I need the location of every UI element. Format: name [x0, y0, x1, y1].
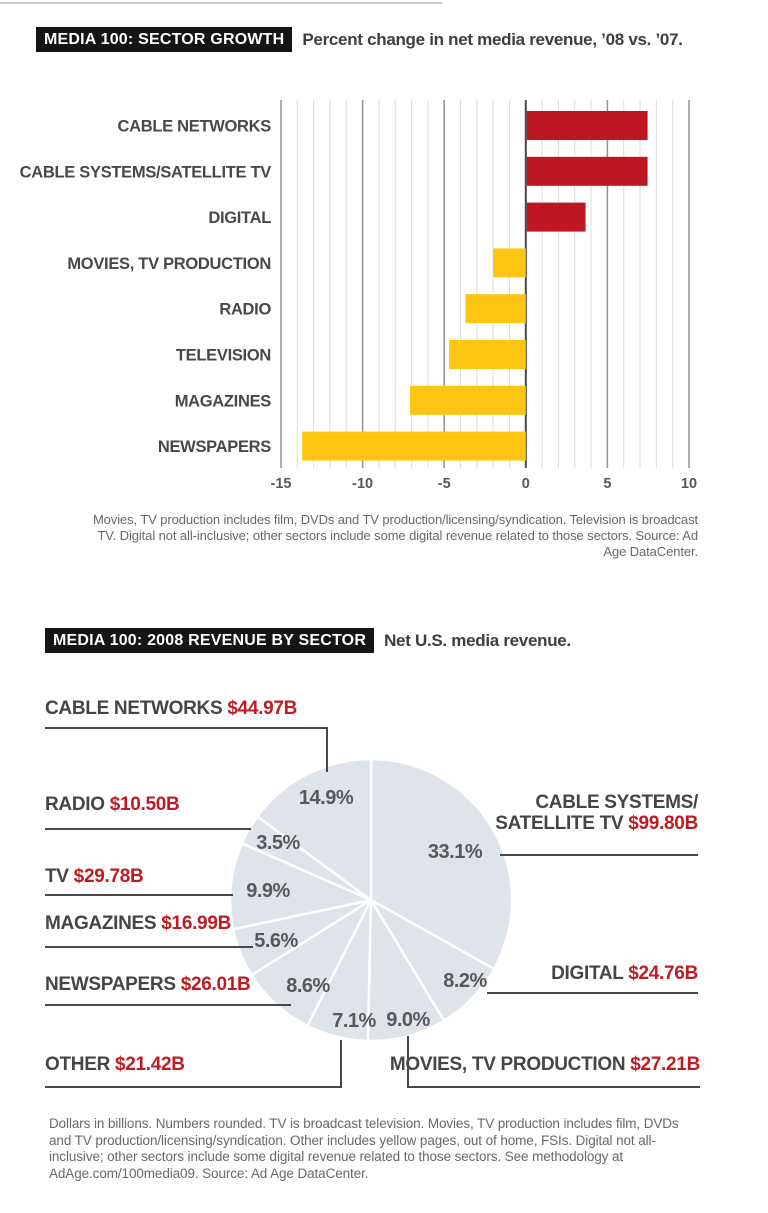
callout-riser-other — [340, 1040, 342, 1086]
label-cable-systems: CABLE SYSTEMS/SATELLITE TV $99.80B — [495, 792, 698, 834]
label-newspapers-name: NEWSPAPERS — [45, 974, 181, 995]
label-other: OTHER $21.42B — [45, 1054, 185, 1076]
label-digital-value: $24.76B — [628, 963, 698, 984]
label-tv-name: TV — [45, 866, 74, 887]
x-axis-tick-label: 5 — [603, 476, 611, 492]
pie-pct-label-cable-networks: 14.9% — [299, 787, 354, 809]
growth-bar-magazines — [409, 385, 526, 415]
bar-category-label: RADIO — [219, 301, 271, 319]
growth-chart-subtitle: Percent change in net media revenue, ’08… — [302, 29, 683, 49]
label-radio: RADIO $10.50B — [45, 794, 180, 816]
bar-category-label: CABLE SYSTEMS/SATELLITE TV — [20, 163, 272, 181]
label-radio-name: RADIO — [45, 794, 110, 815]
x-axis-tick-label: -5 — [438, 476, 451, 492]
callout-line-newspapers — [45, 1004, 291, 1006]
callout-line-other — [45, 1086, 342, 1088]
label-magazines-name: MAGAZINES — [45, 913, 162, 934]
top-divider — [0, 2, 442, 4]
label-movies-name: MOVIES, TV PRODUCTION — [389, 1054, 631, 1075]
pie-slice-cable-networks — [256, 757, 373, 902]
callout-line-cable-systems — [500, 854, 698, 856]
callout-line-tv — [45, 894, 233, 896]
callout-riser-cable-networks — [326, 727, 328, 772]
revenue-chart-subtitle: Net U.S. media revenue. — [384, 630, 571, 650]
label-cable-networks: CABLE NETWORKS $44.97B — [45, 698, 297, 720]
growth-bar-cable-networks — [526, 111, 648, 140]
revenue-chart-header: MEDIA 100: 2008 REVENUE BY SECTOR Net U.S… — [45, 628, 571, 653]
label-radio-value: $10.50B — [109, 794, 180, 815]
pie-pct-label-magazines: 5.6% — [254, 930, 298, 952]
label-magazines: MAGAZINES $16.99B — [45, 913, 231, 935]
callout-line-radio — [45, 828, 251, 830]
label-cable-systems-line2: SATELLITE TV — [495, 813, 629, 834]
revenue-pie-chart: 33.1% 8.2% 9.0% 7.1%8.6% 5.6% 9.9% 3.5% 14.9% — [228, 757, 514, 1043]
bar-category-label: CABLE NETWORKS — [118, 118, 272, 136]
callout-line-movies — [407, 1086, 700, 1088]
pie-pct-label-tv: 9.9% — [246, 880, 290, 902]
pie-pct-label-digital: 8.2% — [443, 970, 487, 992]
growth-bar-newspapers — [302, 431, 526, 461]
pie-pct-label-cable-systems-satellite-tv: 33.1% — [428, 841, 483, 863]
sector-growth-bar-chart: CABLE NETWORKS CABLE SYSTEMS/SATELLITE TV… — [20, 100, 697, 492]
label-digital: DIGITAL $24.76B — [551, 963, 698, 985]
growth-bar-movies-tv-production — [493, 248, 526, 278]
bar-category-label: DIGITAL — [208, 209, 271, 227]
label-tv: TV $29.78B — [45, 866, 144, 888]
label-other-value: $21.42B — [114, 1054, 185, 1075]
label-cable-systems-value: $99.80B — [628, 813, 698, 834]
pie-pct-label-radio: 3.5% — [256, 832, 300, 854]
growth-bar-cable-systems-satellite-tv — [526, 156, 648, 186]
pie-pct-label-newspapers: 8.6% — [286, 975, 330, 997]
label-newspapers-value: $26.01B — [180, 974, 251, 995]
label-movies: MOVIES, TV PRODUCTION $27.21B — [390, 1054, 700, 1076]
growth-chart-title-badge: MEDIA 100: SECTOR GROWTH — [36, 27, 293, 52]
label-movies-value: $27.21B — [630, 1054, 700, 1075]
label-other-name: OTHER — [45, 1054, 115, 1075]
label-cable-networks-name: CABLE NETWORKS — [45, 698, 228, 719]
x-axis-tick-label: 10 — [681, 476, 697, 492]
callout-line-digital — [487, 992, 698, 994]
growth-bar-radio — [465, 294, 526, 324]
revenue-chart-title-badge: MEDIA 100: 2008 REVENUE BY SECTOR — [45, 628, 375, 653]
x-axis-tick-label: -15 — [271, 476, 292, 492]
growth-chart-header: MEDIA 100: SECTOR GROWTH Percent change i… — [36, 27, 683, 52]
label-cable-systems-line1: CABLE SYSTEMS/ — [535, 792, 698, 813]
growth-bar-digital — [526, 202, 586, 232]
growth-bar-television — [449, 340, 526, 369]
pie-pct-label-movies-tv-production: 9.0% — [386, 1009, 430, 1031]
pie-slice-tv — [228, 842, 373, 931]
bar-category-label: MOVIES, TV PRODUCTION — [67, 255, 271, 273]
x-axis-tick-label: -10 — [352, 476, 373, 492]
growth-chart-footnote: Movies, TV production includes film, DVD… — [92, 512, 698, 559]
label-magazines-value: $16.99B — [161, 913, 232, 934]
bar-category-label: MAGAZINES — [175, 392, 272, 410]
pie-pct-label-other: 7.1% — [332, 1010, 376, 1032]
x-axis-tick-label: 0 — [522, 476, 530, 492]
label-tv-value: $29.78B — [73, 866, 144, 887]
callout-riser-movies — [407, 1036, 409, 1086]
pie-slice-cable-systems-satellite-tv — [369, 757, 514, 971]
callout-line-cable-networks — [45, 727, 328, 729]
label-cable-networks-value: $44.97B — [227, 698, 298, 719]
revenue-chart-footnote: Dollars in billions. Numbers rounded. TV… — [49, 1116, 679, 1181]
label-digital-name: DIGITAL — [551, 963, 629, 984]
bar-category-label: NEWSPAPERS — [158, 438, 271, 456]
label-newspapers: NEWSPAPERS $26.01B — [45, 974, 251, 996]
callout-line-magazines — [45, 946, 253, 948]
bar-category-label: TELEVISION — [176, 347, 271, 365]
